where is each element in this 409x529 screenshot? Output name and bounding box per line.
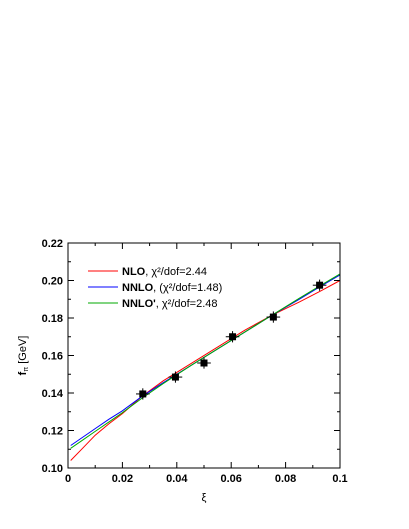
- data-point: [269, 313, 277, 321]
- data-points-layer: [136, 279, 327, 400]
- y-tick-label: 0.12: [42, 426, 63, 438]
- data-point: [139, 390, 147, 398]
- legend: NLO, χ²/dof=2.44 NNLO, (χ²/dof=1.48) NNL…: [88, 266, 222, 310]
- legend-rest-nnlo: , (χ²/dof=1.48): [153, 282, 222, 294]
- y-tick-label: 0.20: [42, 276, 63, 288]
- x-tick-label: 0.08: [275, 473, 296, 485]
- x-tick-label: 0.04: [166, 473, 188, 485]
- x-axis-label: ξ: [202, 492, 207, 504]
- legend-rest-nnlo-prime: , χ²/dof=2.48: [156, 298, 218, 310]
- legend-name-nnlo-prime: NNLO': [122, 298, 156, 310]
- data-point: [171, 373, 179, 381]
- data-point: [316, 281, 324, 289]
- data-point: [200, 359, 208, 367]
- legend-rest-nlo: , χ²/dof=2.44: [145, 266, 207, 278]
- data-point: [229, 333, 237, 341]
- y-axis-label-main: f: [17, 371, 29, 375]
- y-axis-ticks: 0.10 0.12 0.14 0.16 0.18 0.20 0.22: [42, 238, 340, 475]
- y-tick-label: 0.22: [42, 238, 63, 250]
- y-tick-label: 0.10: [42, 463, 63, 475]
- x-tick-label: 0.06: [220, 473, 241, 485]
- legend-name-nlo: NLO: [122, 266, 146, 278]
- legend-entry-nnlo: NNLO, (χ²/dof=1.48): [122, 282, 222, 294]
- y-axis-label-sub: π: [23, 367, 30, 372]
- y-tick-label: 0.14: [42, 388, 64, 400]
- x-tick-label: 0.02: [112, 473, 133, 485]
- x-tick-label: 0.1: [332, 473, 347, 485]
- x-tick-label: 0: [65, 473, 71, 485]
- series-line-nlo: [70, 280, 341, 461]
- x-axis-ticks: 0 0.02 0.04 0.06 0.08 0.1: [65, 243, 348, 485]
- y-axis-label: fπ [GeV]: [17, 336, 30, 376]
- y-tick-label: 0.18: [42, 313, 63, 325]
- legend-entry-nnlo-prime: NNLO', χ²/dof=2.48: [122, 298, 218, 310]
- legend-name-nnlo: NNLO: [122, 282, 154, 294]
- y-axis-label-unit: [GeV]: [17, 336, 29, 367]
- y-tick-label: 0.16: [42, 351, 63, 363]
- legend-entry-nlo: NLO, χ²/dof=2.44: [122, 266, 207, 278]
